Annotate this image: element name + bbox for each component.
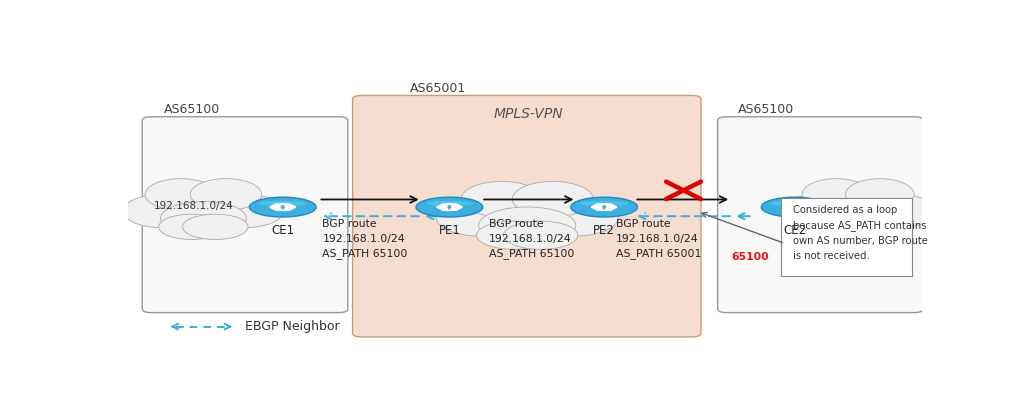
Ellipse shape [259,201,307,206]
Ellipse shape [570,204,638,212]
Ellipse shape [472,191,583,235]
Ellipse shape [570,197,638,217]
Ellipse shape [478,207,575,244]
Ellipse shape [207,194,284,228]
Ellipse shape [416,197,482,217]
Text: BGP route
192.168.1.0/24
AS_PATH 65100: BGP route 192.168.1.0/24 AS_PATH 65100 [323,219,408,259]
Ellipse shape [530,199,618,236]
Ellipse shape [838,214,901,239]
Ellipse shape [817,201,899,235]
Text: 65100: 65100 [731,252,769,262]
Text: MPLS-VPN: MPLS-VPN [494,107,563,121]
Ellipse shape [581,201,628,206]
Ellipse shape [802,179,870,210]
FancyBboxPatch shape [142,117,348,312]
Text: CE2: CE2 [783,224,806,237]
Ellipse shape [512,181,593,217]
Ellipse shape [504,221,578,249]
Ellipse shape [761,197,828,217]
Ellipse shape [425,201,473,206]
Text: BGP route
192.168.1.0/24
AS_PATH 65100: BGP route 192.168.1.0/24 AS_PATH 65100 [489,219,574,259]
Ellipse shape [416,204,483,212]
Text: 192.168.1.0/24: 192.168.1.0/24 [154,201,233,211]
Ellipse shape [182,214,248,239]
Text: BGP route
192.168.1.0/24
AS_PATH 65001: BGP route 192.168.1.0/24 AS_PATH 65001 [616,219,705,259]
Text: AS65100: AS65100 [164,103,220,116]
Text: PE1: PE1 [438,224,461,237]
Ellipse shape [761,204,828,212]
Ellipse shape [123,194,201,228]
Ellipse shape [161,201,246,235]
Text: AS65100: AS65100 [737,103,794,116]
Ellipse shape [846,179,914,210]
Ellipse shape [815,214,879,239]
Ellipse shape [461,181,542,217]
FancyBboxPatch shape [781,198,912,276]
Ellipse shape [781,194,855,228]
Ellipse shape [436,199,524,236]
Ellipse shape [476,221,551,249]
Text: Considered as a loop
because AS_PATH contains
own AS number, BGP route
is not re: Considered as a loop because AS_PATH con… [793,205,928,261]
Text: AS65001: AS65001 [410,81,466,94]
Text: EBGP Neighbor: EBGP Neighbor [246,320,340,333]
Ellipse shape [861,194,935,228]
Ellipse shape [155,187,252,227]
Ellipse shape [250,197,316,217]
Text: PE2: PE2 [593,224,615,237]
Ellipse shape [145,179,216,210]
Ellipse shape [159,214,224,239]
Text: CE1: CE1 [271,224,294,237]
Ellipse shape [771,201,818,206]
Ellipse shape [190,179,262,210]
Ellipse shape [249,204,316,212]
FancyBboxPatch shape [352,96,701,337]
Ellipse shape [811,187,905,227]
FancyBboxPatch shape [718,117,924,312]
